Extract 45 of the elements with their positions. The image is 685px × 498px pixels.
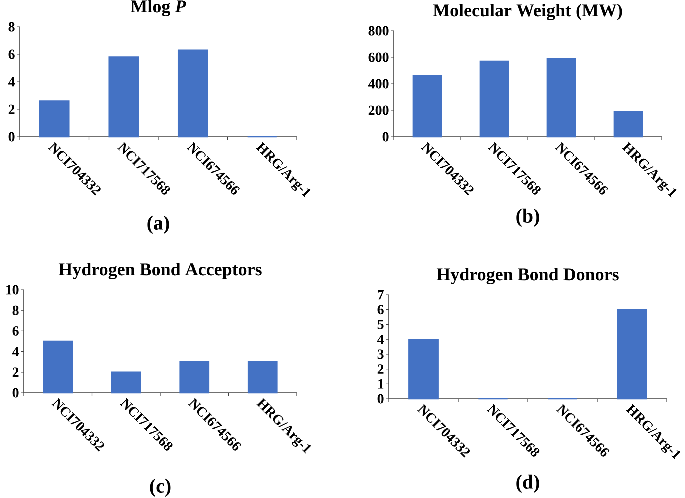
y-tick-label: 6 xyxy=(8,50,15,60)
y-tick-label: 4 xyxy=(8,77,16,87)
y-tick-label: 3 xyxy=(378,350,384,360)
bar xyxy=(178,50,208,138)
bar xyxy=(43,340,74,394)
bar xyxy=(111,372,142,394)
y-tick-label: 7 xyxy=(378,290,384,300)
y-tick-label: 1 xyxy=(378,380,384,389)
y-tick-label: 2 xyxy=(378,364,384,374)
y-tick-label: 8 xyxy=(8,22,15,32)
y-tick-label: 0 xyxy=(382,132,389,142)
y-tick-label: 800 xyxy=(368,26,389,36)
chart-title: Mlog P xyxy=(131,0,186,17)
bar xyxy=(408,338,439,400)
text: (c) xyxy=(150,478,171,498)
bar xyxy=(546,58,576,138)
bar xyxy=(480,60,510,138)
y-tick-label: 6 xyxy=(12,326,19,336)
bar xyxy=(39,100,70,138)
bar xyxy=(617,309,648,400)
y-tick-label: 2 xyxy=(8,104,15,114)
y-tick-label: 200 xyxy=(368,106,389,116)
y-tick-label: 4 xyxy=(377,334,384,344)
bar xyxy=(180,362,210,394)
y-tick-label: 0 xyxy=(378,394,384,404)
y-tick-label: 600 xyxy=(368,52,389,62)
y-tick-label: 10 xyxy=(6,285,19,295)
chart-title: Molecular Weight (MW) xyxy=(433,4,622,20)
y-tick-label: 0 xyxy=(12,388,19,398)
bar xyxy=(108,56,140,138)
bar xyxy=(614,111,644,138)
text: (a) xyxy=(148,216,170,234)
text: (b) xyxy=(516,208,540,228)
y-tick-label: 2 xyxy=(12,368,19,378)
chart-title: Hydrogen Bond Donors xyxy=(436,268,619,284)
y-tick-label: 4 xyxy=(12,347,20,356)
y-tick-label: 8 xyxy=(12,306,19,316)
bar xyxy=(412,75,442,138)
chart-title: Hydrogen Bond Acceptors xyxy=(58,263,262,280)
y-tick-label: 400 xyxy=(368,79,389,89)
y-tick-label: 6 xyxy=(378,305,384,315)
text: (d) xyxy=(516,474,540,494)
y-tick-label: 0 xyxy=(8,132,15,142)
bar xyxy=(248,362,278,394)
y-tick-label: 5 xyxy=(378,320,384,330)
